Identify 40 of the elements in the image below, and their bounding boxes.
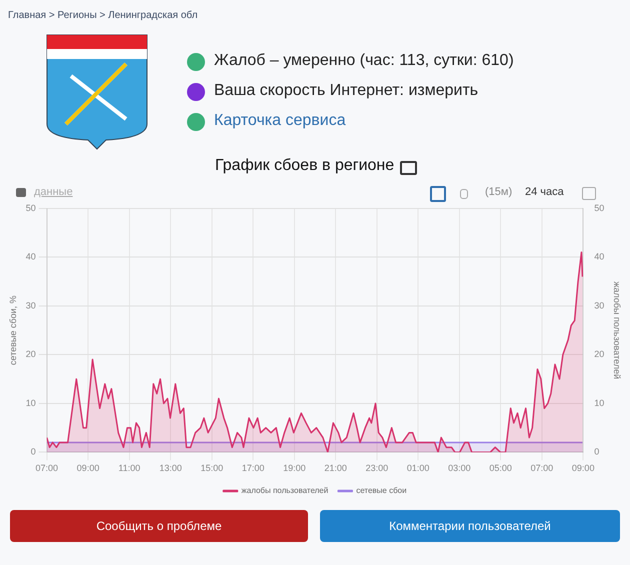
legend-label: сетевые сбои — [356, 486, 407, 496]
y2-tick-label: 0 — [594, 446, 600, 457]
y-tick-label: 10 — [26, 398, 36, 408]
x-tick-label: 23:00 — [366, 463, 388, 474]
text: 24 часа — [525, 186, 564, 198]
x-tick-label: 05:00 — [489, 463, 512, 474]
y2-axis-title: жалобы пользователей — [612, 281, 622, 380]
chart-title: График сбоев в регионе — [215, 157, 394, 175]
x-tick-label: 15:00 — [200, 463, 224, 474]
y-tick-label: 20 — [26, 349, 36, 360]
x-tick-label: 03:00 — [448, 463, 471, 474]
text: Сообщить о проблеме — [10, 510, 308, 542]
x-tick-label: 07:00 — [530, 463, 554, 474]
y2-tick-label: 40 — [594, 252, 604, 262]
y-axis-title: сетевые сбои, % — [8, 295, 18, 366]
x-tick-label: 09:00 — [76, 463, 100, 474]
y-tick-label: 0 — [30, 446, 36, 457]
text: Ваша скорость Интернет: измерить — [214, 82, 478, 100]
x-tick-label: 11:00 — [118, 463, 140, 474]
y-tick-label: 40 — [26, 252, 36, 262]
y2-tick-label: 50 — [594, 202, 604, 213]
y2-tick-label: 30 — [594, 300, 604, 310]
y-tick-label: 30 — [26, 300, 36, 310]
y2-tick-label: 10 — [594, 398, 604, 408]
text: Комментарии пользователей — [320, 510, 620, 542]
x-tick-label: 17:00 — [242, 463, 264, 474]
text: Жалоб – умеренно (час: 113, сутки: 610) — [214, 52, 514, 70]
y-tick-label: 50 — [26, 202, 36, 213]
y2-tick-label: 20 — [594, 349, 604, 360]
text: Главная > Регионы > Ленинградская обл — [8, 10, 198, 21]
x-tick-label: 07:00 — [36, 463, 58, 474]
text: Карточка сервиса — [214, 112, 346, 130]
text: данные — [34, 186, 73, 198]
x-tick-label: 13:00 — [159, 463, 182, 474]
x-tick-label: 19:00 — [283, 463, 306, 474]
x-tick-label: 09:00 — [572, 463, 594, 474]
x-tick-label: 01:00 — [406, 463, 430, 474]
x-tick-label: 21:00 — [324, 463, 347, 474]
legend-label: жалобы пользователей — [241, 486, 328, 496]
text: (15м) — [485, 186, 512, 198]
